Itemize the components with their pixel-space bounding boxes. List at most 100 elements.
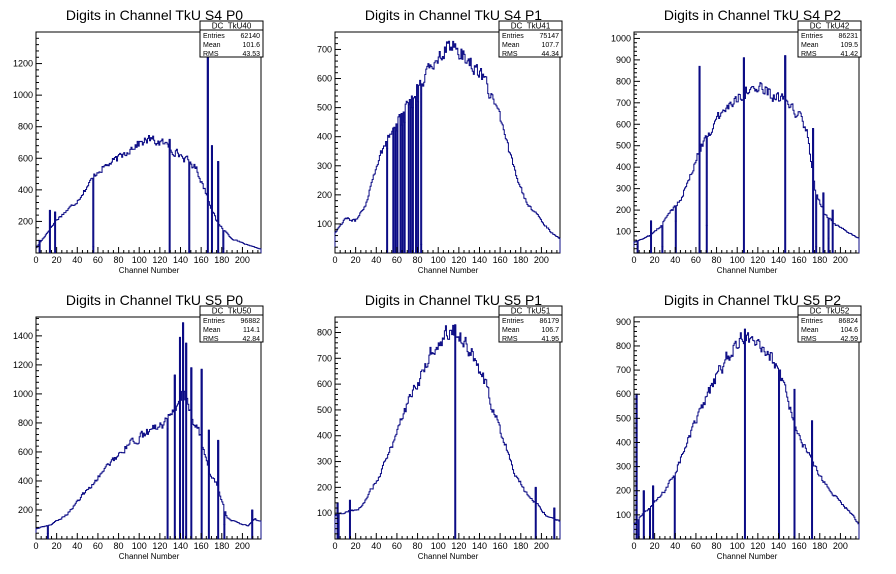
x-tick-label: 20 xyxy=(351,255,361,265)
stats-key: RMS xyxy=(203,51,219,58)
x-tick-label: 180 xyxy=(214,255,229,265)
x-tick-label: 160 xyxy=(493,541,508,551)
x-tick-label: 160 xyxy=(194,541,209,551)
x-tick-label: 140 xyxy=(771,541,786,551)
y-tick-label: 200 xyxy=(317,482,332,492)
stats-key: RMS xyxy=(801,51,817,58)
stats-value: 106.7 xyxy=(541,327,559,334)
stats-key: RMS xyxy=(502,336,518,343)
x-tick-label: 60 xyxy=(93,255,103,265)
x-tick-label: 100 xyxy=(132,255,147,265)
stats-histogram-name: DC_TkU40 xyxy=(212,22,252,31)
stats-key: Entries xyxy=(502,33,524,40)
y-tick-label: 400 xyxy=(18,476,33,486)
x-tick-label: 120 xyxy=(750,255,765,265)
x-tick-label: 200 xyxy=(235,255,250,265)
stats-value: 96882 xyxy=(241,318,261,325)
stats-key: RMS xyxy=(203,336,219,343)
x-tick-label: 120 xyxy=(451,255,466,265)
y-tick-label: 800 xyxy=(317,327,332,337)
plot-frame xyxy=(633,31,860,254)
stats-box-frame xyxy=(199,20,264,58)
stats-key: Entries xyxy=(502,318,524,325)
x-tick-label: 100 xyxy=(132,541,147,551)
y-tick-label: 200 xyxy=(18,505,33,515)
x-tick-label: 180 xyxy=(812,255,827,265)
histogram-line xyxy=(633,55,860,253)
y-tick-label: 100 xyxy=(317,219,332,229)
x-axis-label: Channel Number xyxy=(717,266,778,275)
x-tick-label: 160 xyxy=(792,255,807,265)
x-tick-label: 40 xyxy=(670,255,680,265)
x-tick-label: 20 xyxy=(351,541,361,551)
histogram-line xyxy=(334,40,561,253)
y-tick-label: 500 xyxy=(616,141,631,151)
stats-value: 107.7 xyxy=(541,42,559,49)
x-tick-label: 60 xyxy=(392,255,402,265)
x-tick-label: 180 xyxy=(513,541,528,551)
x-tick-label: 120 xyxy=(152,255,167,265)
stats-box-frame xyxy=(498,305,563,343)
x-tick-label: 40 xyxy=(371,255,381,265)
x-tick-label: 100 xyxy=(431,541,446,551)
stats-value: 44.34 xyxy=(541,51,559,58)
chart-title: Digits in Channel TkU S5 P2 xyxy=(664,292,841,308)
stats-histogram-name: DC_TkU42 xyxy=(810,22,850,31)
x-tick-label: 180 xyxy=(812,541,827,551)
x-tick-label: 0 xyxy=(332,255,337,265)
x-tick-label: 200 xyxy=(833,541,848,551)
histogram-line xyxy=(633,328,860,539)
stats-key: Mean xyxy=(801,327,819,334)
x-tick-label: 0 xyxy=(631,541,636,551)
x-tick-label: 40 xyxy=(670,541,680,551)
y-tick-label: 1200 xyxy=(13,59,33,69)
x-tick-label: 20 xyxy=(650,255,660,265)
x-tick-label: 100 xyxy=(431,255,446,265)
x-axis-label: Channel Number xyxy=(119,552,180,561)
stats-value: 114.1 xyxy=(243,327,260,334)
stats-value: 109.5 xyxy=(840,42,858,49)
x-tick-label: 180 xyxy=(214,541,229,551)
stats-value: 86179 xyxy=(540,318,560,325)
x-tick-label: 0 xyxy=(33,255,38,265)
y-tick-label: 200 xyxy=(616,486,631,496)
x-tick-label: 40 xyxy=(371,541,381,551)
x-tick-label: 60 xyxy=(691,541,701,551)
plot-frame xyxy=(35,31,262,254)
x-tick-label: 20 xyxy=(650,541,660,551)
y-tick-label: 100 xyxy=(616,510,631,520)
stats-box: DC_TkU52 Entries 86824 Mean 104.6 RMS 42.59 xyxy=(797,305,862,343)
x-tick-label: 80 xyxy=(712,541,722,551)
x-tick-label: 40 xyxy=(72,255,82,265)
stats-box: DC_TkU42 Entries 86231 Mean 109.5 RMS 41.42 xyxy=(797,20,862,58)
histogram-line xyxy=(334,324,561,539)
stats-value: 104.6 xyxy=(840,327,858,334)
x-axis-label: Channel Number xyxy=(717,552,778,561)
y-tick-label: 800 xyxy=(18,122,33,132)
histogram-pad: Digits in Channel TkU S4 P1 0 20 40 60 80 100 1… xyxy=(317,7,563,275)
y-tick-label: 400 xyxy=(616,437,631,447)
y-tick-label: 300 xyxy=(317,161,332,171)
y-tick-label: 600 xyxy=(616,119,631,129)
y-tick-label: 1000 xyxy=(13,389,33,399)
stats-box: DC_TkU50 Entries 96882 Mean 114.1 RMS 42.84 xyxy=(199,305,264,343)
y-tick-label: 1400 xyxy=(13,331,33,341)
stats-box: DC_TkU40 Entries 62140 Mean 101.6 RMS 43.53 xyxy=(199,20,264,58)
y-tick-label: 500 xyxy=(317,405,332,415)
x-tick-label: 20 xyxy=(52,541,62,551)
x-tick-label: 120 xyxy=(451,541,466,551)
y-tick-label: 400 xyxy=(317,132,332,142)
stats-key: Entries xyxy=(801,33,823,40)
stats-value: 86231 xyxy=(839,33,859,40)
x-axis-label: Channel Number xyxy=(418,552,479,561)
y-tick-label: 1200 xyxy=(13,360,33,370)
histogram-line xyxy=(35,322,262,539)
x-tick-label: 60 xyxy=(93,541,103,551)
stats-value: 86824 xyxy=(839,318,859,325)
y-tick-label: 600 xyxy=(18,153,33,163)
x-tick-label: 60 xyxy=(691,255,701,265)
x-tick-label: 20 xyxy=(52,255,62,265)
stats-key: Entries xyxy=(203,33,225,40)
y-tick-label: 1000 xyxy=(611,33,631,43)
